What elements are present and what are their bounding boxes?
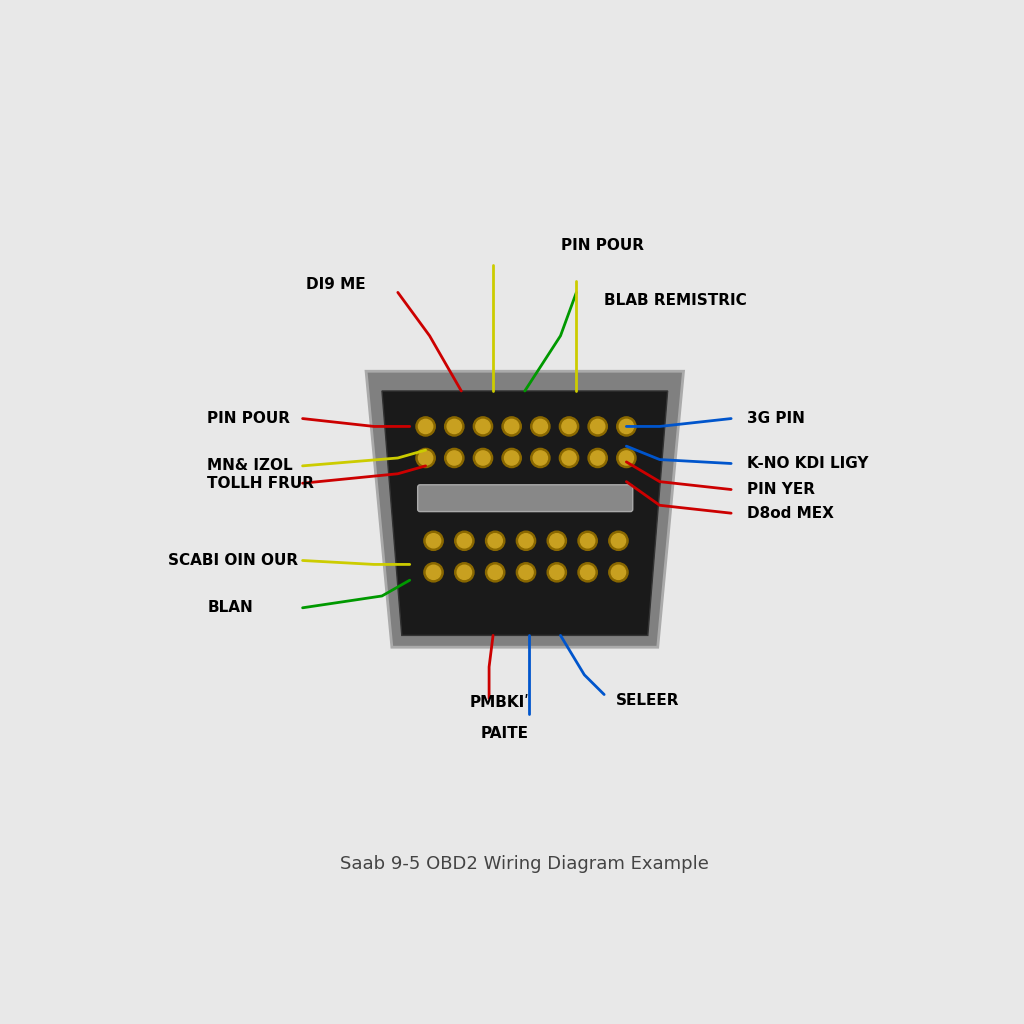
Text: PIN POUR: PIN POUR (207, 411, 291, 426)
Circle shape (419, 451, 433, 465)
Circle shape (447, 451, 462, 465)
Circle shape (591, 420, 605, 433)
Circle shape (534, 451, 548, 465)
Circle shape (473, 449, 493, 468)
Circle shape (588, 417, 607, 436)
Circle shape (578, 563, 597, 582)
Circle shape (419, 420, 433, 433)
Text: K-NO KDI LIGY: K-NO KDI LIGY (748, 456, 868, 471)
Circle shape (476, 420, 490, 433)
Circle shape (502, 417, 521, 436)
Circle shape (559, 449, 579, 468)
Circle shape (530, 449, 550, 468)
Circle shape (476, 451, 490, 465)
Circle shape (547, 531, 566, 550)
Circle shape (485, 563, 505, 582)
Circle shape (581, 534, 595, 548)
Circle shape (591, 451, 605, 465)
Circle shape (559, 417, 579, 436)
Circle shape (616, 449, 636, 468)
Text: BLAN: BLAN (207, 600, 253, 615)
Circle shape (424, 531, 443, 550)
Circle shape (457, 565, 471, 580)
Circle shape (426, 534, 440, 548)
Circle shape (444, 417, 464, 436)
Text: DI9 ME: DI9 ME (306, 278, 367, 292)
Text: PMBKIʹ: PMBKIʹ (469, 695, 529, 710)
Text: TOLLH FRUR: TOLLH FRUR (207, 476, 314, 490)
Circle shape (547, 563, 566, 582)
Circle shape (620, 451, 634, 465)
Circle shape (578, 531, 597, 550)
Circle shape (611, 565, 626, 580)
Circle shape (550, 534, 564, 548)
Text: PIN POUR: PIN POUR (560, 238, 643, 253)
Text: PAITE: PAITE (481, 726, 529, 741)
Circle shape (505, 451, 519, 465)
Circle shape (424, 563, 443, 582)
Circle shape (426, 565, 440, 580)
Circle shape (444, 449, 464, 468)
Text: PIN YER: PIN YER (748, 482, 815, 497)
Circle shape (447, 420, 462, 433)
Circle shape (488, 534, 503, 548)
Circle shape (581, 565, 595, 580)
Circle shape (519, 565, 534, 580)
Circle shape (516, 563, 536, 582)
Circle shape (562, 420, 577, 433)
Circle shape (620, 420, 634, 433)
Text: MN& IZOL: MN& IZOL (207, 459, 293, 473)
Text: 3G PIN: 3G PIN (748, 411, 805, 426)
FancyBboxPatch shape (418, 484, 633, 512)
Circle shape (550, 565, 564, 580)
Circle shape (505, 420, 519, 433)
Polygon shape (382, 391, 668, 635)
Circle shape (502, 449, 521, 468)
Circle shape (473, 417, 493, 436)
Circle shape (416, 417, 435, 436)
Text: Saab 9-5 OBD2 Wiring Diagram Example: Saab 9-5 OBD2 Wiring Diagram Example (340, 855, 710, 873)
Text: SELEER: SELEER (616, 692, 680, 708)
Circle shape (488, 565, 503, 580)
Circle shape (609, 531, 628, 550)
Text: SCABI OIN OUR: SCABI OIN OUR (168, 553, 298, 568)
Circle shape (588, 449, 607, 468)
Circle shape (519, 534, 534, 548)
Circle shape (416, 449, 435, 468)
Text: BLAB REMISTRIC: BLAB REMISTRIC (604, 293, 746, 308)
Circle shape (616, 417, 636, 436)
Circle shape (534, 420, 548, 433)
Circle shape (516, 531, 536, 550)
Circle shape (455, 531, 474, 550)
Text: D8od MEX: D8od MEX (748, 506, 834, 520)
Circle shape (485, 531, 505, 550)
Circle shape (609, 563, 628, 582)
Circle shape (611, 534, 626, 548)
Circle shape (562, 451, 577, 465)
Circle shape (530, 417, 550, 436)
Polygon shape (367, 372, 684, 647)
Circle shape (457, 534, 471, 548)
Circle shape (455, 563, 474, 582)
